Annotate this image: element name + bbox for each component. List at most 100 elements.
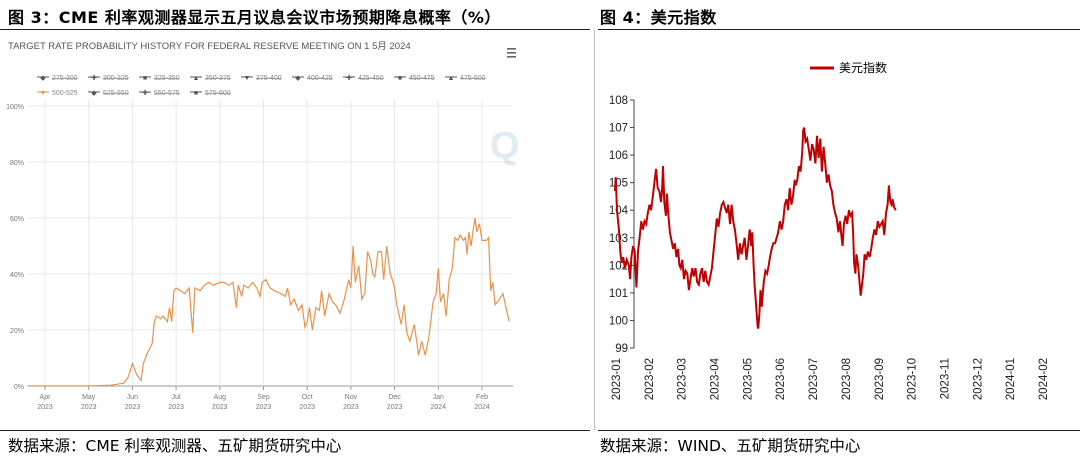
legend-label: 550-575 [154, 90, 180, 97]
cme-grid [28, 100, 513, 387]
legend-marker: ◆ [91, 90, 97, 97]
cme-x-tick-year: 2024 [431, 404, 447, 411]
legend-item-550-575[interactable]: ✚ 550-575 [139, 89, 180, 97]
cme-y-tick-label: 20% [10, 328, 24, 335]
dxy-y-tick-label: 100 [609, 315, 628, 327]
cme-x-tick-month: Aug [214, 394, 227, 401]
dxy-y-tick-label: 107 [609, 123, 628, 135]
cme-x-tick-month: Feb [476, 394, 488, 401]
svg-text:Q: Q [490, 125, 520, 167]
legend-item-375-400[interactable]: ▼ 375-400 [241, 75, 282, 82]
legend-label: 300-325 [103, 75, 129, 82]
dxy-x-tick-label: 2023-01 [611, 358, 623, 400]
legend-marker: ▲ [193, 75, 200, 82]
source-rule-right [598, 430, 1080, 431]
cme-x-tick-year: 2023 [387, 404, 403, 411]
legend-label: 575-600 [205, 90, 231, 97]
dxy-x-tick: 2023-07 [808, 358, 820, 400]
cme-chart-svg: TARGET RATE PROBABILITY HISTORY FOR FEDE… [6, 41, 520, 411]
legend-label: 500-525 [52, 90, 78, 97]
legend-marker: ■ [398, 75, 402, 82]
legend-label: 450-475 [409, 75, 435, 82]
dxy-x-tick: 2023-05 [742, 358, 754, 400]
cme-x-tick-month: Nov [345, 394, 358, 401]
left-source-note: 数据来源：CME 利率观测器、五矿期货研究中心 [8, 437, 342, 455]
dxy-x-tick: 2023-03 [677, 358, 689, 400]
legend-item-275-300[interactable]: ◆ 275-300 [37, 75, 78, 82]
cme-x-tick-month: Jul [172, 394, 181, 401]
legend-marker: ▲ [448, 75, 455, 82]
dxy-y-tick-label: 103 [609, 233, 628, 245]
legend-item-450-475[interactable]: ■ 450-475 [394, 75, 435, 82]
dxy-series-line [614, 127, 897, 329]
hamburger-menu-icon[interactable] [507, 48, 516, 58]
legend-label: 350-375 [205, 75, 231, 82]
right-figure-title: 图 4：美元指数 [600, 8, 717, 27]
legend-item-325-350[interactable]: ■ 325-350 [139, 75, 180, 82]
legend-item-525-550[interactable]: ◆ 525-550 [88, 90, 129, 97]
legend-label: 425-450 [358, 75, 384, 82]
legend-label: 525-550 [103, 90, 129, 97]
cme-x-tick-month: Sep [257, 394, 270, 401]
cme-y-tick-label: 40% [10, 272, 24, 279]
legend-marker: ✚ [142, 89, 148, 97]
dxy-legend: 美元指数 [810, 60, 887, 75]
left-figure-title: 图 3：CME 利率观测器显示五月议息会议市场预期降息概率（%） [8, 8, 501, 27]
legend-item-400-425[interactable]: ◆ 400-425 [292, 75, 333, 82]
dxy-x-tick: 2023-12 [972, 358, 984, 400]
cme-x-tick-month: May [82, 394, 96, 401]
dxy-x-tick-label: 2024-02 [1038, 358, 1050, 400]
dxy-chart: 美元指数 99 100 101 102 103 104 105 106 107 108 2023-… [598, 30, 1080, 430]
dxy-x-tick: 2023-01 [611, 358, 623, 400]
dxy-legend-label: 美元指数 [839, 60, 887, 75]
dxy-x-tick-label: 2024-01 [1005, 358, 1017, 400]
legend-marker: ◆ [295, 75, 301, 82]
dxy-x-tick-label: 2023-05 [742, 358, 754, 400]
dxy-x-tick-label: 2023-03 [677, 358, 689, 400]
dxy-x-tick: 2023-09 [874, 358, 886, 400]
legend-marker: ■ [194, 90, 198, 97]
dxy-x-tick-label: 2023-11 [940, 358, 952, 399]
cme-x-tick-month: Jun [127, 394, 138, 401]
cme-x-tick-month: Oct [302, 394, 313, 401]
dxy-x-tick-label: 2023-08 [841, 358, 853, 400]
dxy-x-tick: 2024-01 [1005, 358, 1017, 400]
cme-y-tick-label: 100% [6, 104, 24, 111]
title-rule-right [598, 29, 1080, 30]
cme-probability-chart: TARGET RATE PROBABILITY HISTORY FOR FEDE… [0, 30, 590, 430]
dxy-x-tick-label: 2023-12 [972, 358, 984, 400]
dxy-x-tick-label: 2023-09 [874, 358, 886, 400]
dxy-x-tick-label: 2023-04 [710, 357, 722, 400]
cme-x-tick-year: 2023 [256, 404, 272, 411]
legend-item-500-525[interactable]: ▼ 500-525 [37, 90, 78, 97]
legend-item-475-500[interactable]: ▲ 475-500 [445, 75, 486, 82]
legend-item-425-450[interactable]: ✚ 425-450 [343, 74, 384, 82]
legend-label: 275-300 [52, 75, 78, 82]
dxy-x-tick: 2023-10 [907, 358, 919, 400]
dxy-x-tick: 2023-08 [841, 358, 853, 400]
dxy-y-tick-label: 105 [609, 178, 628, 190]
legend-label: 325-350 [154, 75, 180, 82]
legend-marker: ✚ [346, 74, 352, 82]
dxy-x-tick: 2023-06 [775, 358, 787, 400]
legend-item-350-375[interactable]: ▲ 350-375 [190, 75, 231, 82]
title-rule-left [0, 29, 590, 30]
legend-item-300-325[interactable]: ✚ 300-325 [88, 74, 129, 82]
dxy-y-tick-label: 106 [609, 150, 628, 162]
legend-item-575-600[interactable]: ■ 575-600 [190, 90, 231, 97]
dxy-x-tick: 2023-02 [644, 358, 656, 400]
cme-x-tick-year: 2023 [168, 404, 184, 411]
panel-separator [594, 30, 595, 430]
dxy-x-tick-label: 2023-07 [808, 358, 820, 400]
cme-x-tick-year: 2023 [81, 404, 97, 411]
legend-marker: ▼ [40, 90, 47, 97]
legend-label: 375-400 [256, 75, 282, 82]
cme-x-tick-year: 2023 [37, 404, 53, 411]
dxy-x-tick-label: 2023-06 [775, 358, 787, 400]
legend-label: 400-425 [307, 75, 333, 82]
cme-chart-title: TARGET RATE PROBABILITY HISTORY FOR FEDE… [8, 41, 411, 52]
source-rule-left [0, 430, 590, 431]
legend-marker: ▼ [244, 75, 251, 82]
dxy-y-tick-label: 104 [609, 205, 629, 217]
